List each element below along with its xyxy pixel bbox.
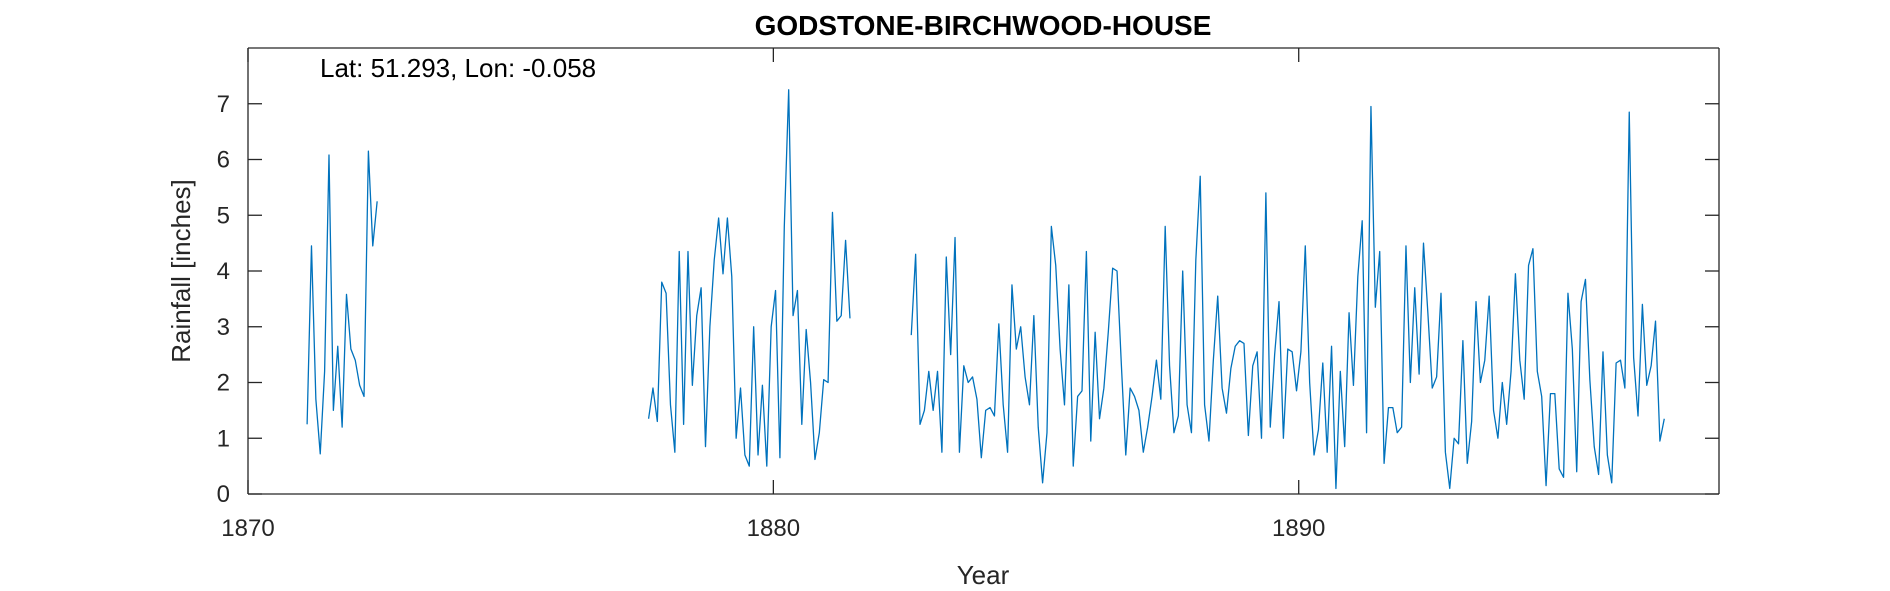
y-tick-label: 1 <box>217 425 230 452</box>
series-line <box>647 89 851 467</box>
x-tick-label: 1890 <box>1272 515 1325 542</box>
y-tick-label: 2 <box>217 370 230 397</box>
y-axis-label: Rainfall [inches] <box>166 179 196 363</box>
series-group <box>306 89 1665 490</box>
x-tick-label: 1870 <box>221 515 274 542</box>
y-tick-label: 3 <box>217 314 230 341</box>
y-tick-label: 0 <box>217 481 230 508</box>
series-line <box>306 150 378 455</box>
y-tick-label: 4 <box>217 258 230 285</box>
plot-area <box>248 48 1719 494</box>
y-tick-label: 5 <box>217 202 230 229</box>
chart-title: GODSTONE-BIRCHWOOD-HOUSE <box>755 10 1212 41</box>
x-tick-label: 1880 <box>747 515 800 542</box>
y-tick-label: 7 <box>217 91 230 118</box>
ticks: 0 1 2 3 4 5 6 7 1870 1880 1890 <box>217 48 1719 542</box>
series-line <box>910 105 1665 490</box>
location-annotation: Lat: 51.293, Lon: -0.058 <box>320 53 596 83</box>
x-axis-label: Year <box>957 560 1010 590</box>
y-tick-label: 6 <box>217 147 230 174</box>
